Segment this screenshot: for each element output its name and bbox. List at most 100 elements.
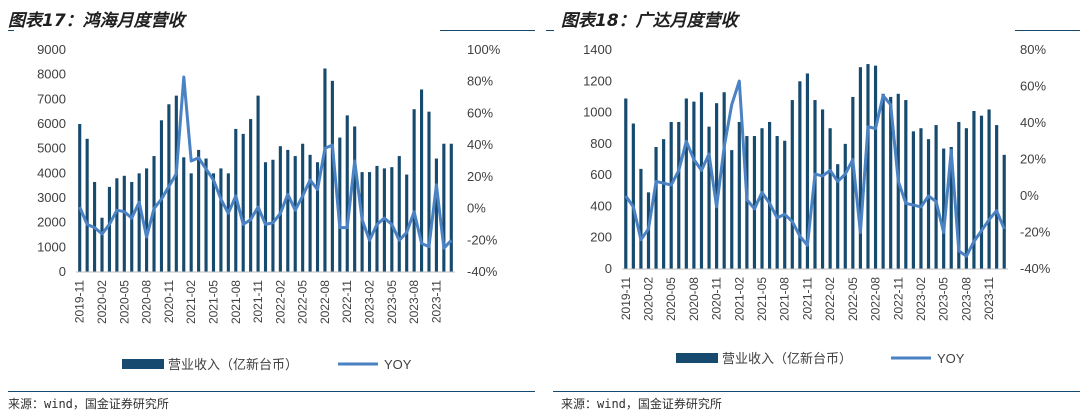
y2-tick-label: 80% xyxy=(467,74,493,89)
revenue-bar xyxy=(979,115,984,269)
revenue-bar xyxy=(639,168,643,269)
y-tick-label: 5000 xyxy=(37,141,66,156)
y-tick-label: 400 xyxy=(590,198,612,213)
revenue-bar xyxy=(881,93,885,269)
revenue-bar xyxy=(293,156,297,272)
revenue-bar xyxy=(995,125,999,269)
revenue-bar xyxy=(873,65,878,270)
x-tick-label: 2023-08 xyxy=(407,280,421,324)
x-tick-label: 2020-02 xyxy=(95,280,109,324)
x-tick-label: 2022-02 xyxy=(273,280,287,324)
revenue-bar xyxy=(390,167,394,272)
x-tick-label: 2021-05 xyxy=(755,277,769,321)
revenue-bar xyxy=(767,121,772,269)
revenue-bar xyxy=(730,150,734,269)
revenue-bar xyxy=(330,80,334,272)
revenue-bar xyxy=(353,126,357,272)
revenue-bar xyxy=(775,136,779,269)
revenue-bar xyxy=(219,168,223,272)
revenue-bar xyxy=(760,128,764,269)
y2-tick-label: -40% xyxy=(467,264,498,279)
x-tick-label: 2019-11 xyxy=(619,277,633,320)
revenue-bar xyxy=(382,168,386,272)
revenue-bar xyxy=(790,100,794,269)
foxconn-revenue-chart: 0 1000 2000 3000 4000 5000 6000 7000 8000 9000 -40… xyxy=(37,42,501,372)
y-tick-label: 6000 xyxy=(37,116,66,131)
x-tick-label: 2023-11 xyxy=(982,277,996,320)
revenue-bar xyxy=(904,100,908,269)
y-tick-label: 8000 xyxy=(37,67,66,82)
x-tick-label: 2023-11 xyxy=(429,280,443,323)
revenue-bar xyxy=(911,131,915,269)
x-tick-label: 2023-08 xyxy=(959,277,973,321)
x-tick-label: 2020-05 xyxy=(664,277,678,321)
revenue-bar xyxy=(174,95,178,272)
y2-tick-label: 60% xyxy=(1020,79,1046,94)
revenue-bar xyxy=(419,89,424,272)
y2-tick-label: 100% xyxy=(467,42,501,57)
y-tick-label: 1400 xyxy=(583,42,612,57)
quanta-revenue-chart: 0 200 400 600 800 1000 1200 1400 -40% -20% 0% 20% 40… xyxy=(583,42,1051,366)
revenue-bar xyxy=(85,138,89,272)
legend-bar-swatch xyxy=(676,353,718,363)
revenue-bar xyxy=(107,186,112,272)
revenue-bar xyxy=(805,73,810,269)
revenue-bar xyxy=(828,128,832,269)
x-tick-label: 2023-05 xyxy=(385,280,399,324)
revenue-bar xyxy=(323,68,327,272)
revenue-bar xyxy=(434,158,438,272)
x-tick-label: 2022-05 xyxy=(846,277,860,321)
x-tick-label: 2021-02 xyxy=(732,277,746,321)
y2-tick-label: 0% xyxy=(467,201,486,216)
revenue-bar xyxy=(783,140,787,269)
revenue-bar xyxy=(115,178,119,272)
revenue-bar xyxy=(942,148,946,269)
revenue-bar xyxy=(301,143,305,272)
y2-tick-label: 60% xyxy=(467,105,493,120)
x-tick-label: 2022-05 xyxy=(296,280,310,324)
revenue-bar xyxy=(964,128,968,269)
x-tick-label: 2020-02 xyxy=(641,277,655,321)
revenue-bar xyxy=(345,115,349,272)
title-rule-right xyxy=(440,30,535,31)
x-tick-label: 2020-08 xyxy=(687,277,701,321)
x-tick-label: 2020-11 xyxy=(162,280,176,323)
revenue-bar xyxy=(699,92,704,269)
revenue-bar xyxy=(631,123,635,270)
y-tick-label: 9000 xyxy=(37,42,66,57)
y2-tick-label: 20% xyxy=(1020,152,1046,167)
x-tick-label: 2020-05 xyxy=(117,280,131,324)
revenue-bar xyxy=(427,111,431,273)
x-tick-label: 2021-05 xyxy=(206,280,220,324)
y-tick-label: 3000 xyxy=(37,190,66,205)
revenue-bar xyxy=(145,168,149,272)
revenue-bar xyxy=(654,146,658,269)
y-tick-label: 200 xyxy=(590,230,612,245)
legend-line-label: YOY xyxy=(384,357,412,372)
source-rule xyxy=(553,391,1080,392)
revenue-bar xyxy=(889,96,893,269)
revenue-bar xyxy=(1002,154,1006,269)
legend-line-label: YOY xyxy=(937,351,965,366)
revenue-bar xyxy=(934,125,938,269)
revenue-bar xyxy=(204,158,208,272)
revenue-bar xyxy=(866,64,870,269)
x-tick-label: 2020-08 xyxy=(140,280,154,324)
title-rule-left xyxy=(546,30,554,31)
y2-tick-label: 40% xyxy=(467,137,493,152)
chart-title: 图表17：鸿海月度营收 xyxy=(8,11,185,31)
revenue-bar xyxy=(715,103,719,269)
y-tick-label: 7000 xyxy=(37,91,66,106)
y-tick-label: 800 xyxy=(590,136,612,151)
y-tick-label: 4000 xyxy=(37,165,66,180)
revenue-bar xyxy=(182,157,186,272)
x-tick-label: 2021-08 xyxy=(778,277,792,321)
y-tick-label: 0 xyxy=(605,261,612,276)
revenue-bar xyxy=(820,109,825,269)
x-tick-label: 2020-11 xyxy=(710,277,724,320)
y-tick-label: 1000 xyxy=(37,239,66,254)
x-tick-label: 2021-11 xyxy=(800,277,814,320)
y2-tick-label: -20% xyxy=(1020,225,1051,240)
revenue-bar xyxy=(308,154,312,272)
revenue-bar xyxy=(375,165,379,272)
